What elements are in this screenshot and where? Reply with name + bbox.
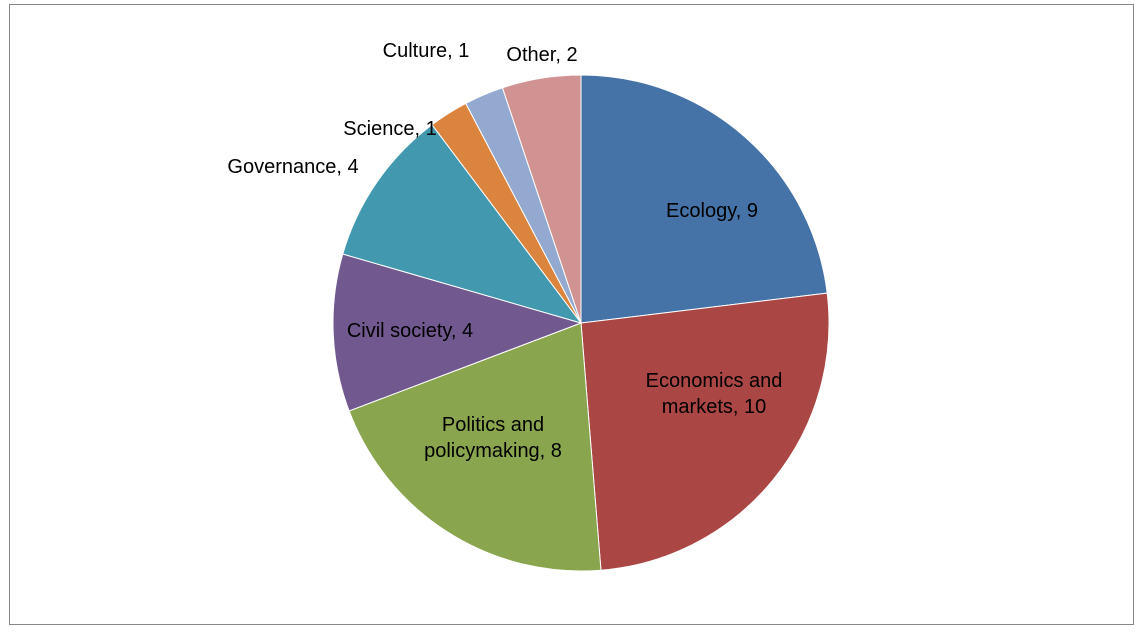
pie-slice-ecology [580, 74, 828, 324]
data-label-other: Other, 2 [506, 44, 577, 66]
pie-slice-economics-and-markets [580, 292, 830, 571]
data-label-politics-and-policymaking: Politics and policymaking, 8 [424, 414, 562, 462]
data-label-governance: Governance, 4 [227, 156, 358, 178]
data-labels: Ecology, 9 Economics and markets, 10 Politi… [227, 40, 782, 462]
pie-slice-other [501, 74, 582, 324]
data-label-ecology: Ecology, 9 [666, 200, 758, 222]
pie-slices [332, 74, 830, 572]
data-label-civil-society: Civil society, 4 [347, 320, 473, 342]
data-label-economics-and-markets: Economics and markets, 10 [646, 370, 783, 418]
pie-slice-civil-society [332, 253, 583, 412]
pie-slice-politics-and-policymaking [348, 322, 602, 572]
data-label-culture: Culture, 1 [383, 40, 470, 62]
data-label-science: Science, 1 [343, 118, 436, 140]
pie-slice-governance [342, 124, 583, 324]
